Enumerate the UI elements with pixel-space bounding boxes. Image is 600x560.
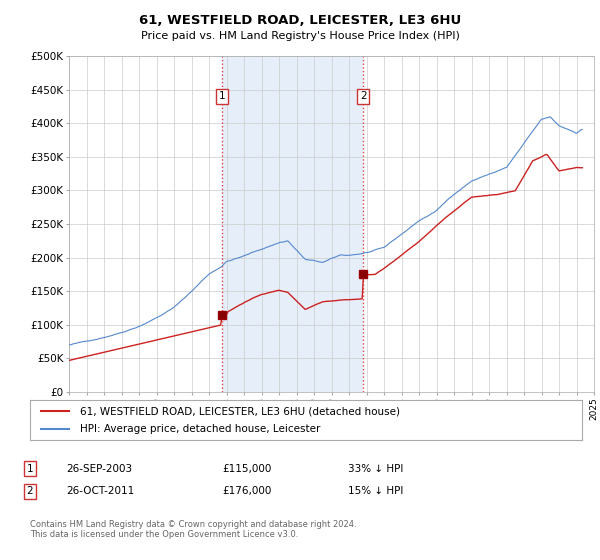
Text: 2: 2 — [26, 486, 34, 496]
Text: 15% ↓ HPI: 15% ↓ HPI — [348, 486, 403, 496]
Text: 61, WESTFIELD ROAD, LEICESTER, LE3 6HU (detached house): 61, WESTFIELD ROAD, LEICESTER, LE3 6HU (… — [80, 407, 400, 417]
Text: Contains HM Land Registry data © Crown copyright and database right 2024.
This d: Contains HM Land Registry data © Crown c… — [30, 520, 356, 539]
Text: 2: 2 — [360, 91, 367, 101]
Text: £176,000: £176,000 — [222, 486, 271, 496]
Text: £115,000: £115,000 — [222, 464, 271, 474]
Text: 1: 1 — [218, 91, 225, 101]
Text: HPI: Average price, detached house, Leicester: HPI: Average price, detached house, Leic… — [80, 423, 320, 433]
Bar — [222, 56, 363, 392]
Text: Price paid vs. HM Land Registry's House Price Index (HPI): Price paid vs. HM Land Registry's House … — [140, 31, 460, 41]
Text: 26-OCT-2011: 26-OCT-2011 — [66, 486, 134, 496]
Text: 1: 1 — [26, 464, 34, 474]
Text: 26-SEP-2003: 26-SEP-2003 — [66, 464, 132, 474]
Text: 61, WESTFIELD ROAD, LEICESTER, LE3 6HU: 61, WESTFIELD ROAD, LEICESTER, LE3 6HU — [139, 14, 461, 27]
Text: 33% ↓ HPI: 33% ↓ HPI — [348, 464, 403, 474]
